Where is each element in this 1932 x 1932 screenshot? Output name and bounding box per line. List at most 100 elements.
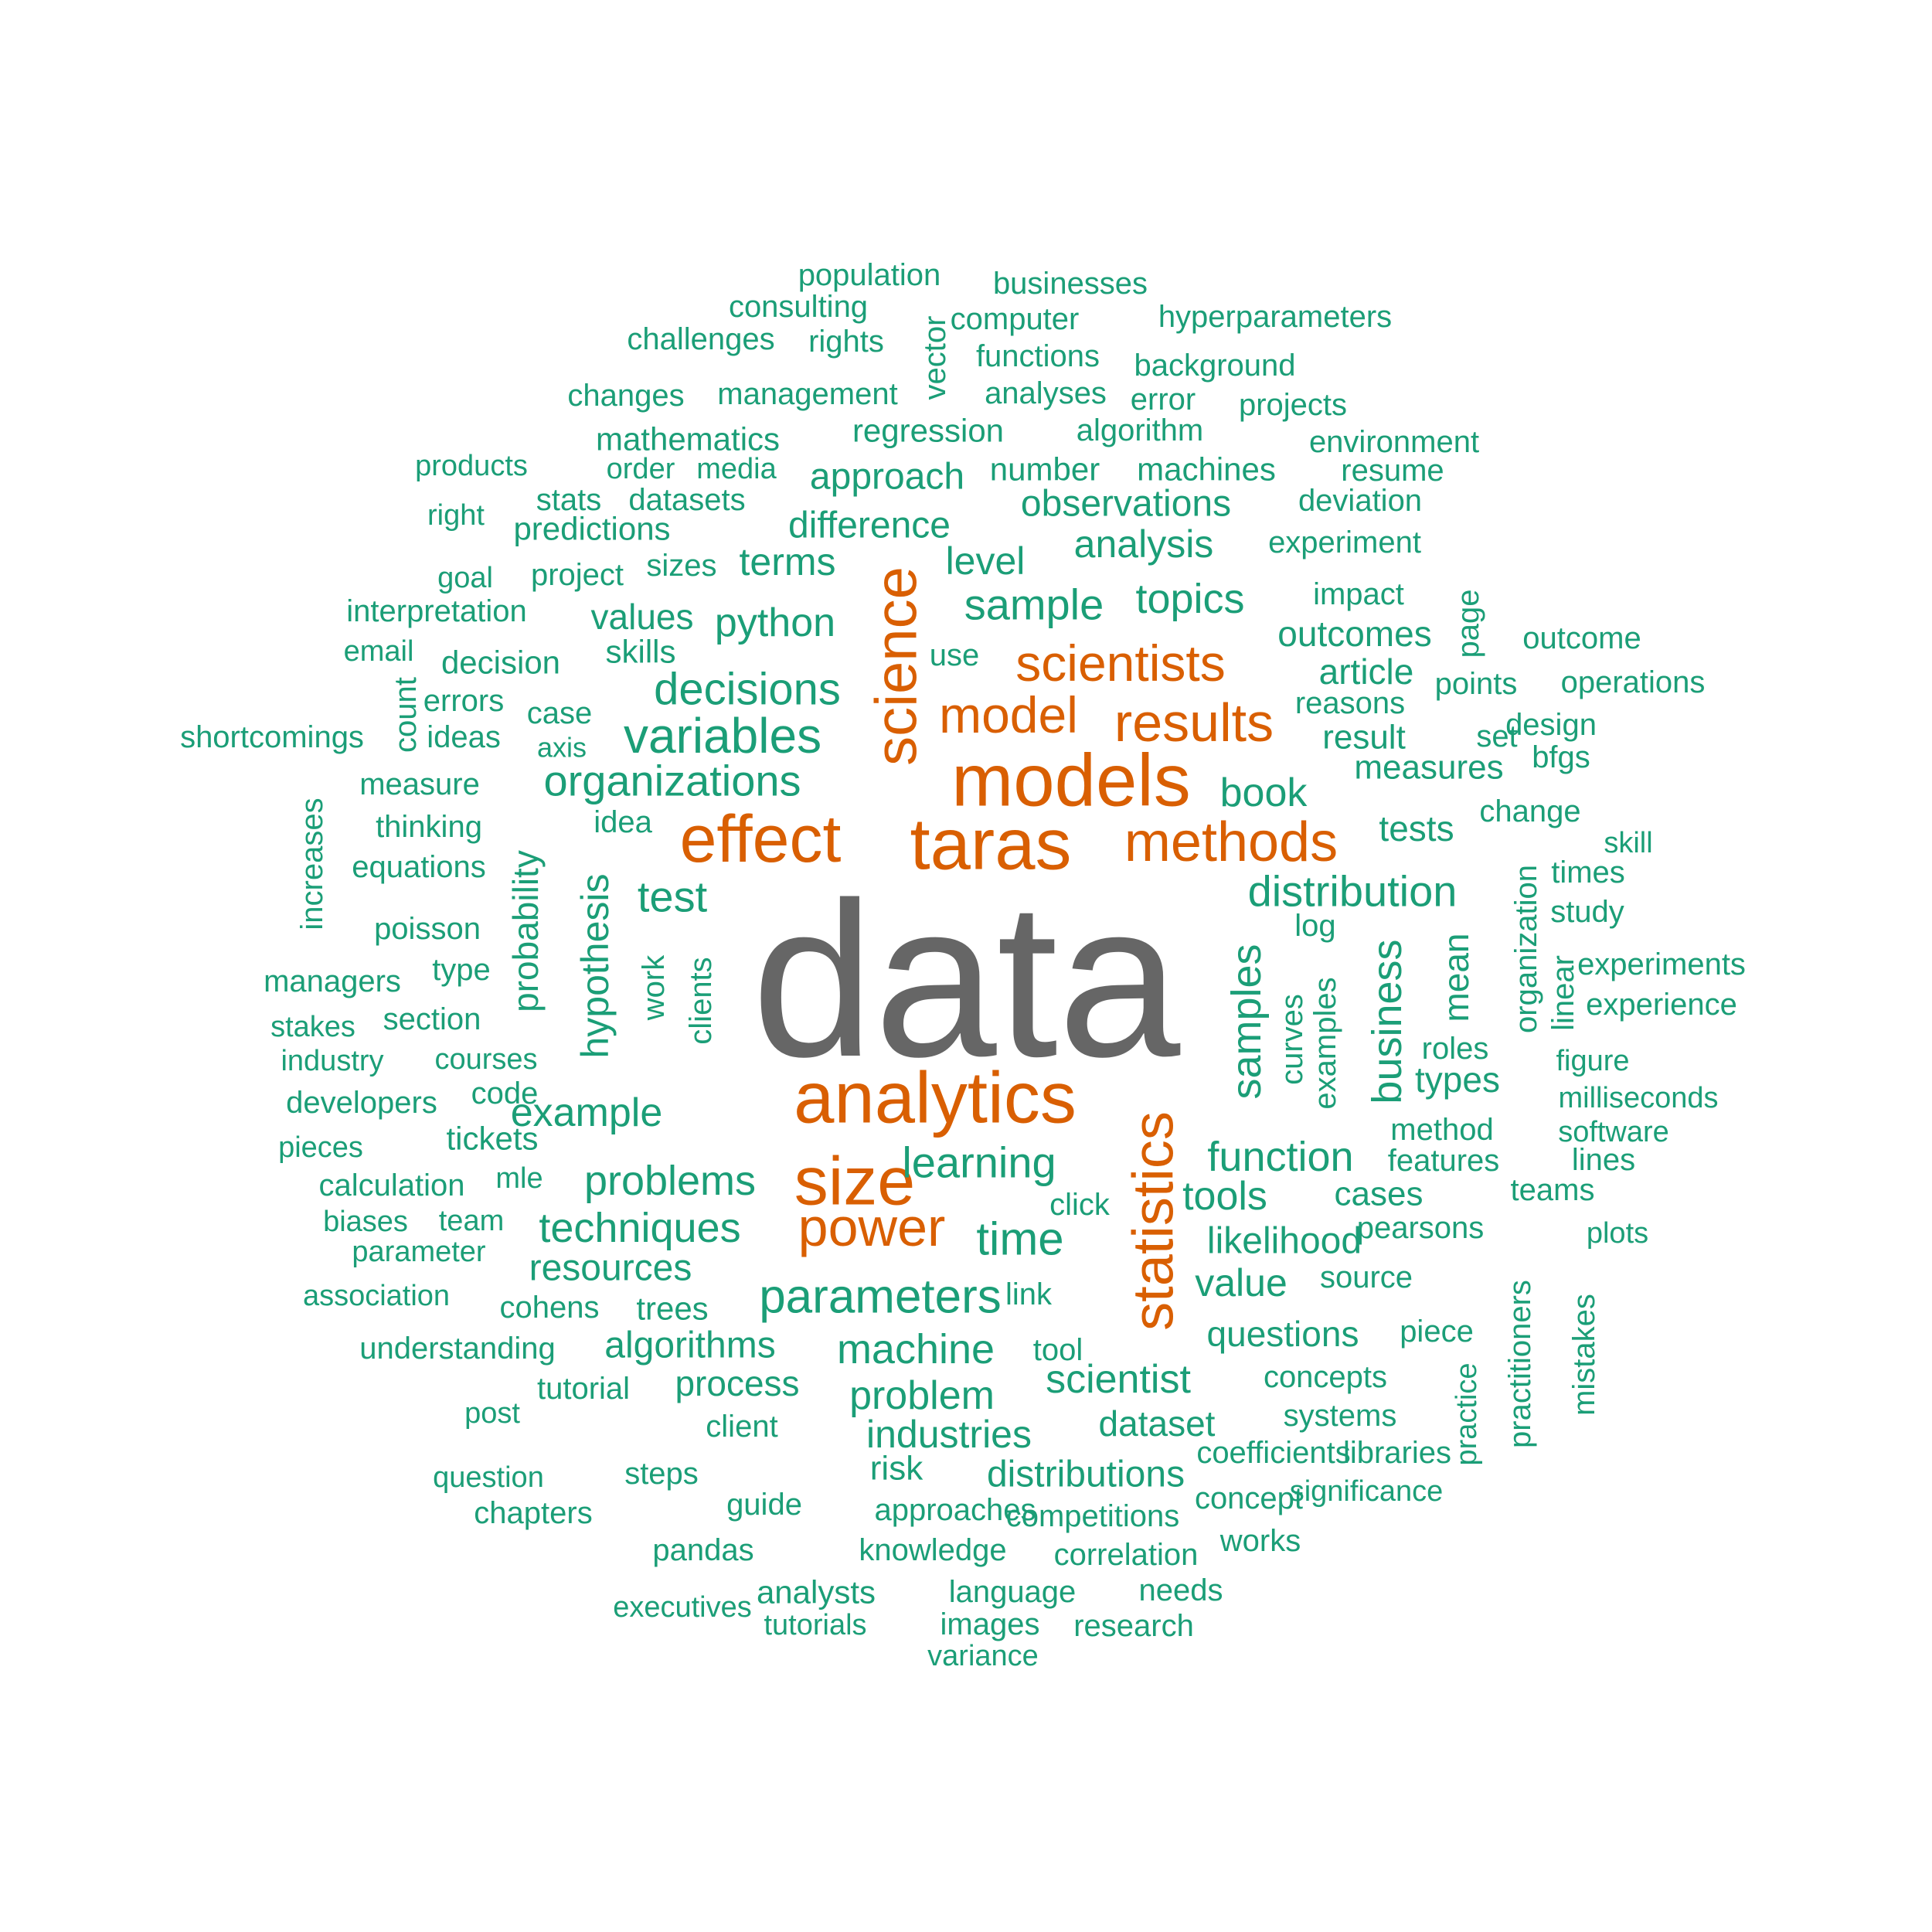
- word-decision: decision: [441, 645, 560, 681]
- word-reasons: reasons: [1295, 686, 1405, 720]
- word-algorithm: algorithm: [1077, 413, 1204, 447]
- word-number: number: [990, 451, 1100, 488]
- word-poisson: poisson: [374, 912, 481, 946]
- word-skills: skills: [606, 634, 676, 670]
- word-variables: variables: [624, 708, 821, 764]
- word-risk: risk: [870, 1450, 923, 1488]
- word-outcome: outcome: [1522, 621, 1641, 655]
- word-method: method: [1390, 1113, 1493, 1147]
- word-python: python: [715, 600, 835, 645]
- word-milliseconds: milliseconds: [1559, 1082, 1719, 1114]
- word-cases: cases: [1335, 1175, 1423, 1213]
- word-examples: examples: [1308, 977, 1342, 1109]
- word-clients: clients: [684, 957, 718, 1044]
- word-scientist: scientist: [1046, 1357, 1191, 1402]
- word-probability: probability: [505, 850, 546, 1012]
- word-systems: systems: [1284, 1399, 1397, 1433]
- word-sample: sample: [964, 580, 1104, 629]
- word-trees: trees: [636, 1291, 708, 1327]
- word-bfgs: bfgs: [1532, 740, 1590, 774]
- word-business: business: [1364, 939, 1410, 1104]
- word-practice: practice: [1451, 1362, 1483, 1465]
- word-observations: observations: [1021, 484, 1231, 525]
- word-tools: tools: [1182, 1174, 1267, 1219]
- word-cohens: cohens: [500, 1291, 600, 1325]
- word-click: click: [1049, 1188, 1111, 1222]
- word-deviation: deviation: [1298, 484, 1422, 518]
- word-libraries: libraries: [1343, 1436, 1451, 1470]
- word-executives: executives: [613, 1591, 752, 1624]
- word-consulting: consulting: [729, 290, 868, 324]
- word-piece: piece: [1400, 1315, 1474, 1349]
- word-mle: mle: [495, 1162, 543, 1195]
- word-outcomes: outcomes: [1277, 614, 1431, 654]
- word-tickets: tickets: [446, 1121, 538, 1157]
- word-models: models: [951, 740, 1190, 822]
- word-practitioners: practitioners: [1503, 1280, 1537, 1448]
- word-mistakes: mistakes: [1567, 1294, 1601, 1416]
- word-computer: computer: [951, 302, 1080, 336]
- word-hypothesis: hypothesis: [573, 873, 617, 1058]
- word-machine: machine: [837, 1326, 995, 1372]
- word-analysts: analysts: [757, 1574, 876, 1611]
- word-coefficients: coefficients: [1196, 1436, 1350, 1470]
- word-population: population: [798, 258, 941, 292]
- word-competitions: competitions: [1006, 1499, 1180, 1533]
- word-axis: axis: [537, 732, 587, 764]
- word-source: source: [1320, 1260, 1413, 1294]
- word-rights: rights: [808, 325, 884, 359]
- word-increases: increases: [295, 798, 329, 930]
- word-figure: figure: [1556, 1045, 1629, 1077]
- word-concept: concept: [1195, 1481, 1303, 1515]
- word-email: email: [344, 635, 414, 668]
- word-process: process: [675, 1363, 799, 1403]
- word-organization: organization: [1509, 865, 1543, 1033]
- word-points: points: [1435, 667, 1518, 701]
- word-datasets: datasets: [628, 483, 745, 517]
- word-tutorial: tutorial: [537, 1372, 630, 1406]
- word-samples: samples: [1223, 944, 1270, 1099]
- word-tests: tests: [1379, 808, 1454, 849]
- word-variance: variance: [927, 1640, 1039, 1672]
- word-change: change: [1479, 794, 1580, 828]
- word-values: values: [591, 597, 694, 637]
- word-data: data: [752, 857, 1182, 1103]
- word-stakes: stakes: [270, 1011, 355, 1043]
- word-design: design: [1505, 708, 1597, 742]
- word-project: project: [531, 558, 624, 592]
- word-result: result: [1322, 719, 1406, 757]
- word-use: use: [930, 638, 980, 672]
- word-taras: taras: [910, 804, 1072, 885]
- word-tutorials: tutorials: [764, 1609, 866, 1641]
- word-products: products: [415, 450, 528, 482]
- word-approach: approach: [810, 457, 964, 498]
- word-level: level: [946, 539, 1026, 583]
- word-significance: significance: [1290, 1475, 1444, 1508]
- word-developers: developers: [286, 1086, 437, 1120]
- word-learning: learning: [902, 1138, 1056, 1187]
- word-background: background: [1134, 349, 1295, 383]
- word-study: study: [1550, 895, 1624, 929]
- word-link: link: [1005, 1277, 1053, 1311]
- word-operations: operations: [1561, 665, 1706, 699]
- word-images: images: [940, 1607, 1040, 1641]
- word-skill: skill: [1604, 827, 1652, 859]
- word-likelihood: likelihood: [1207, 1221, 1362, 1262]
- word-problems: problems: [584, 1158, 756, 1204]
- word-experiments: experiments: [1577, 947, 1746, 981]
- word-effect: effect: [680, 802, 842, 876]
- word-concepts: concepts: [1264, 1360, 1387, 1394]
- word-parameter: parameter: [352, 1236, 486, 1268]
- word-science: science: [864, 566, 930, 766]
- word-regression: regression: [852, 413, 1004, 449]
- word-size: size: [794, 1143, 916, 1219]
- word-statistics: statistics: [1121, 1111, 1185, 1331]
- word-example: example: [511, 1090, 663, 1135]
- word-log: log: [1294, 909, 1335, 943]
- word-biases: biases: [323, 1206, 408, 1238]
- word-ideas: ideas: [427, 720, 501, 754]
- word-section: section: [383, 1002, 481, 1036]
- word-decisions: decisions: [654, 665, 841, 715]
- word-association: association: [303, 1280, 450, 1312]
